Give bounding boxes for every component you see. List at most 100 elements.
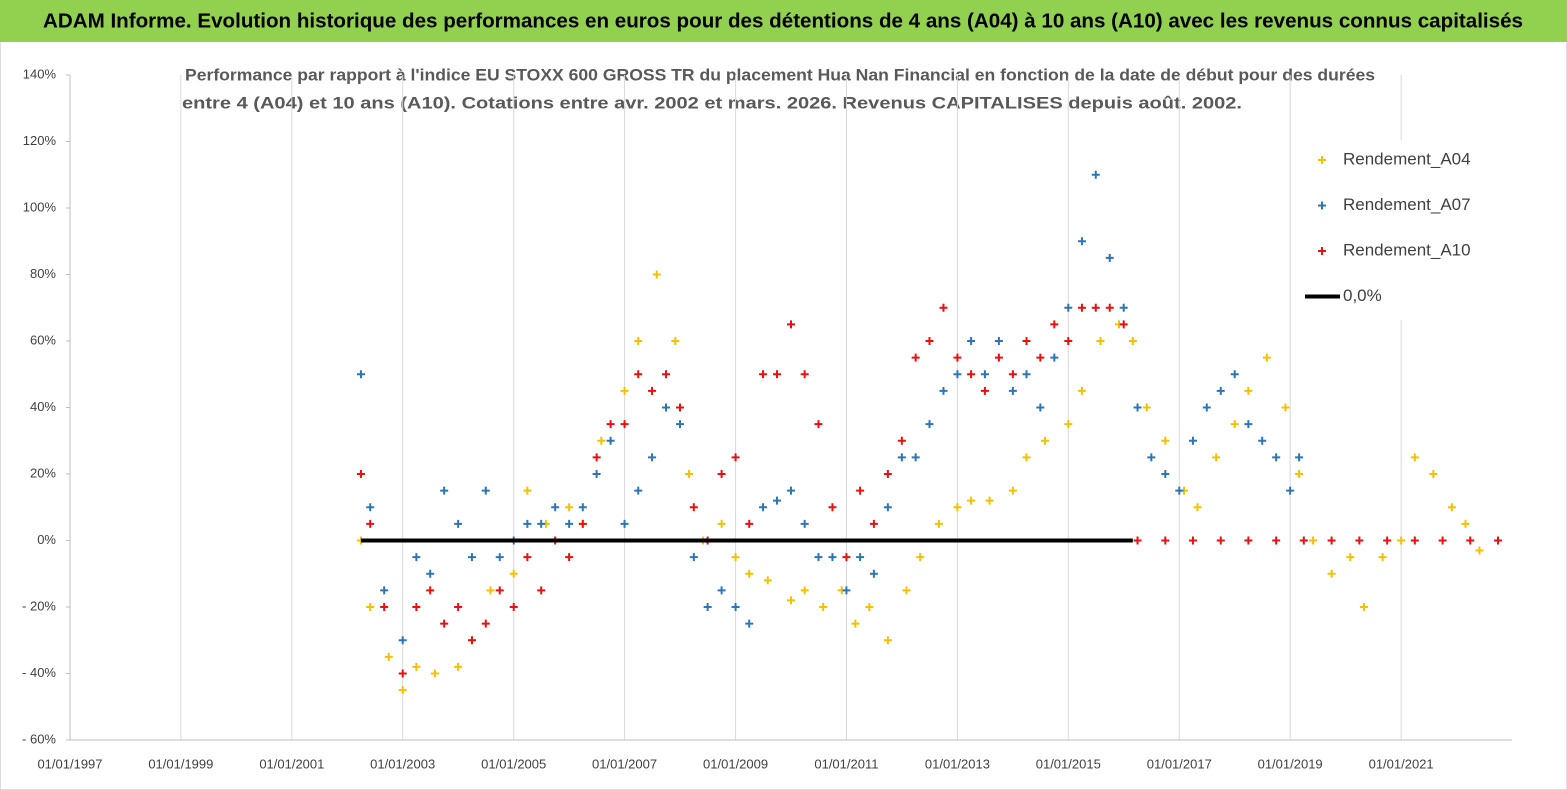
data-point	[842, 553, 851, 562]
legend-symbol	[1318, 201, 1326, 210]
y-tick-label: 80%	[30, 266, 56, 281]
data-point	[902, 586, 911, 595]
data-point	[523, 486, 532, 495]
data-point	[1378, 553, 1387, 562]
data-point	[671, 337, 680, 345]
data-point	[856, 553, 865, 562]
data-point	[509, 603, 518, 611]
data-point	[689, 503, 698, 512]
plot-area: 01/01/1997 01/01/1999 01/01/2001 01/01/2003…	[22, 66, 1512, 771]
data-point	[1359, 603, 1368, 611]
data-point	[1161, 436, 1170, 445]
x-tick-label: 01/01/2017	[1147, 756, 1212, 771]
data-point	[1064, 337, 1073, 345]
data-point	[440, 486, 449, 495]
title-band	[0, 0, 1567, 42]
data-point	[939, 303, 948, 312]
data-point	[1077, 303, 1086, 312]
data-point	[597, 436, 606, 445]
y-tick-label: 120%	[23, 133, 57, 148]
data-point	[800, 519, 809, 528]
y-tick-label: 0%	[37, 532, 56, 547]
data-point	[934, 519, 943, 528]
data-point	[717, 586, 726, 595]
data-point	[1128, 337, 1137, 345]
data-point	[620, 386, 629, 395]
data-point	[1262, 353, 1271, 362]
data-point	[763, 576, 772, 585]
data-point	[412, 603, 421, 611]
data-point	[953, 503, 962, 512]
data-point	[787, 596, 795, 605]
data-point	[467, 636, 476, 645]
data-point	[967, 496, 976, 505]
data-point	[384, 652, 393, 661]
data-point	[1494, 536, 1503, 545]
data-point	[1188, 436, 1197, 445]
data-point	[897, 436, 906, 445]
data-point	[967, 337, 976, 345]
x-tick-label: 01/01/2005	[481, 756, 546, 771]
data-point	[814, 420, 823, 429]
data-point	[1475, 546, 1484, 555]
data-point	[1244, 386, 1253, 395]
data-point	[1466, 536, 1475, 545]
data-point	[1286, 486, 1295, 495]
data-point	[717, 519, 726, 528]
data-point	[606, 436, 615, 445]
data-point	[1022, 453, 1031, 462]
x-tick-label: 01/01/2021	[1369, 756, 1434, 771]
legend-box	[1300, 140, 1505, 320]
data-point	[648, 386, 657, 395]
data-point	[1096, 337, 1105, 345]
data-point	[652, 270, 661, 279]
x-tick-label: 01/01/1999	[148, 756, 213, 771]
data-point	[731, 603, 740, 611]
data-point	[1036, 403, 1045, 412]
x-tick-label: 01/01/2015	[1036, 756, 1101, 771]
data-point	[1212, 453, 1221, 462]
data-point	[1309, 536, 1318, 545]
y-tick-label: - 60%	[22, 731, 56, 746]
y-tick-label: 140%	[23, 66, 57, 81]
data-point	[1091, 303, 1100, 312]
y-tick-label: 40%	[30, 399, 56, 414]
data-point	[1244, 420, 1253, 429]
data-point	[1041, 436, 1050, 445]
data-point	[1383, 536, 1392, 545]
data-point	[1230, 420, 1239, 429]
legend-symbol	[1318, 247, 1326, 255]
data-point	[1133, 403, 1142, 412]
y-tick-label: - 20%	[22, 598, 56, 613]
data-point	[828, 503, 837, 512]
data-point	[1105, 253, 1114, 262]
data-point	[814, 553, 823, 562]
data-point	[717, 470, 726, 478]
data-point	[1193, 503, 1202, 512]
data-point	[745, 569, 754, 578]
y-tick-label: 60%	[30, 332, 56, 347]
data-point	[565, 519, 574, 528]
data-point	[1397, 536, 1406, 545]
data-point	[412, 662, 421, 671]
data-point	[523, 519, 532, 528]
data-point	[1327, 569, 1336, 578]
data-point	[565, 553, 574, 562]
data-point	[925, 337, 934, 345]
legend-label: Rendement_A07	[1343, 195, 1471, 214]
legend: Rendement_A04 Rendement_A07 Rendement_A10 0…	[1300, 140, 1505, 320]
data-point	[1295, 470, 1304, 478]
data-point	[1175, 486, 1184, 495]
data-point	[356, 370, 365, 379]
data-point	[1410, 536, 1419, 545]
data-point	[523, 553, 532, 562]
data-point	[662, 403, 671, 412]
data-point	[1050, 320, 1059, 329]
data-point	[620, 420, 629, 429]
data-point	[1327, 536, 1336, 545]
data-point	[851, 619, 860, 628]
x-tick-label: 01/01/2003	[370, 756, 435, 771]
data-point	[1036, 353, 1045, 362]
data-point	[980, 386, 989, 395]
